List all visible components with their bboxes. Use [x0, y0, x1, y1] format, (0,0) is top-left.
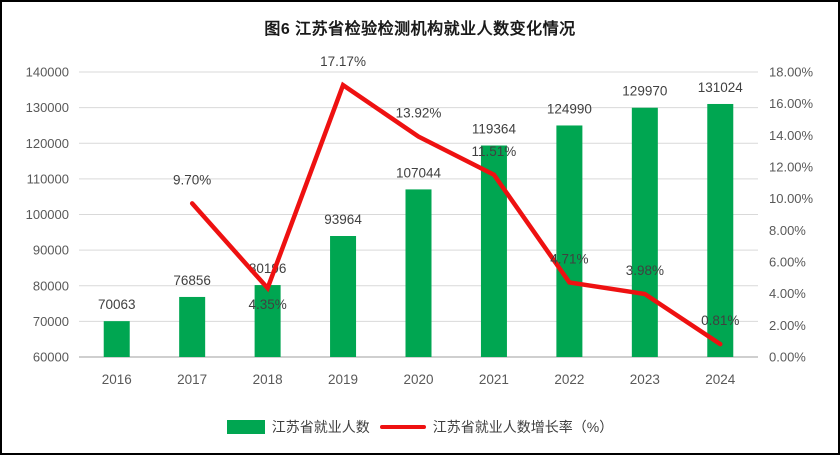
legend-item-growth-rate: 江苏省就业人数增长率（%） — [379, 417, 614, 437]
y-axis-right-tick-label: 10.00% — [769, 191, 814, 206]
bar — [179, 296, 206, 357]
line-value-label: 11.51% — [472, 144, 517, 159]
x-axis-tick-label: 2020 — [403, 372, 433, 387]
legend-label-employment: 江苏省就业人数 — [271, 419, 370, 435]
bar-value-label: 70063 — [98, 297, 136, 312]
x-axis-tick-label: 2017 — [177, 372, 207, 387]
bar — [330, 236, 357, 357]
x-axis-tick-label: 2016 — [102, 372, 132, 387]
bar-value-label: 131024 — [698, 80, 744, 95]
y-axis-left-tick-label: 60000 — [33, 350, 69, 365]
x-axis-tick-label: 2021 — [479, 372, 509, 387]
y-axis-right-tick-label: 0.00% — [769, 350, 806, 365]
bar-value-label: 124990 — [547, 101, 592, 116]
y-axis-right-tick-label: 8.00% — [769, 223, 806, 238]
legend-item-employment: 江苏省就业人数 — [226, 417, 370, 437]
bar-series-swatch-icon — [226, 420, 265, 434]
y-axis-left-tick-label: 90000 — [33, 243, 69, 258]
chart-title: 图6 江苏省检验检测机构就业人数变化情况 — [264, 21, 576, 38]
line-value-label: 9.70% — [173, 172, 211, 187]
y-axis-right-tick-label: 14.00% — [769, 128, 814, 143]
y-axis-left-tick-label: 70000 — [33, 314, 69, 329]
line-value-label: 4.71% — [550, 251, 588, 266]
y-axis-left-tick-label: 120000 — [26, 136, 69, 151]
y-axis-right-tick-label: 18.00% — [769, 65, 814, 80]
bar — [103, 321, 130, 357]
line-value-label: 0.81% — [701, 313, 739, 328]
growth-rate-line — [189, 81, 723, 347]
y-axis-right-tick-label: 12.00% — [769, 160, 814, 175]
bar-value-label: 119364 — [472, 122, 517, 137]
line-value-label: 3.98% — [626, 263, 664, 278]
bar — [254, 285, 281, 357]
bar — [631, 107, 658, 357]
y-axis-left-tick-label: 130000 — [26, 100, 69, 115]
line-value-label: 17.17% — [320, 54, 366, 69]
bar — [480, 145, 507, 357]
bar-value-label: 76856 — [173, 273, 211, 288]
line-value-label: 13.92% — [396, 106, 442, 121]
y-axis-right-tick-label: 16.00% — [769, 96, 814, 111]
x-axis-tick-label: 2019 — [328, 372, 358, 387]
line-value-label: 4.35% — [248, 297, 286, 312]
bar-value-label: 129970 — [622, 84, 667, 99]
chart-legend: 江苏省就业人数 江苏省就业人数增长率（%） — [2, 417, 838, 437]
y-axis-right-tick-label: 4.00% — [769, 286, 806, 301]
y-axis-left-tick-label: 110000 — [27, 171, 69, 186]
y-axis-left-tick-label: 80000 — [33, 278, 69, 293]
bar — [556, 125, 583, 358]
y-axis-left-tick-label: 100000 — [26, 207, 69, 222]
line-series-swatch-icon — [379, 425, 426, 429]
legend-label-growth-rate: 江苏省就业人数增长率（%） — [432, 419, 614, 435]
y-axis-left-tick-label: 140000 — [26, 65, 69, 80]
x-axis-tick-label: 2024 — [705, 372, 736, 387]
bar — [405, 189, 432, 357]
bar — [707, 103, 734, 358]
x-axis-tick-label: 2023 — [630, 372, 660, 387]
y-axis-right-tick-label: 2.00% — [769, 318, 806, 333]
x-axis-tick-label: 2022 — [554, 372, 584, 387]
y-axis-right-tick-label: 6.00% — [769, 255, 806, 270]
bar-value-label: 93964 — [324, 212, 362, 227]
x-axis-tick-label: 2018 — [253, 372, 283, 387]
bar-value-label: 107044 — [396, 165, 442, 180]
